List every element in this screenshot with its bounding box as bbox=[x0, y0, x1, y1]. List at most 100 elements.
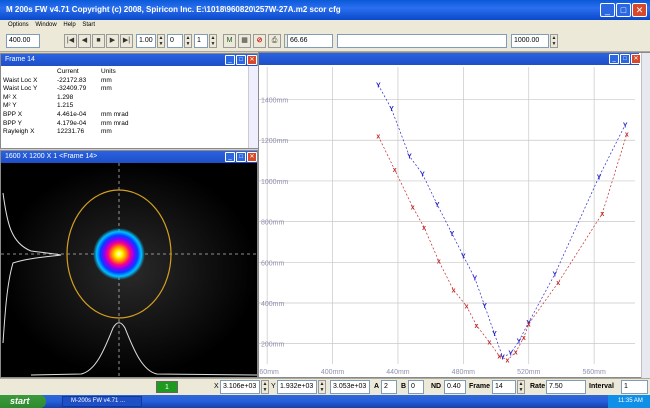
data-point: Y bbox=[482, 303, 487, 310]
stats-value: -32409.79 bbox=[57, 85, 87, 93]
stats-header-cell: Current bbox=[57, 68, 79, 75]
series-line bbox=[377, 133, 628, 361]
stats-maximize-button[interactable]: □ bbox=[236, 55, 246, 65]
offset-field[interactable]: 0 bbox=[167, 34, 183, 48]
stats-label: M² Y bbox=[3, 102, 17, 110]
y-value-field[interactable]: 1.932e+03 bbox=[277, 380, 317, 394]
scan-icon[interactable]: ▦ bbox=[238, 34, 251, 48]
data-point: x bbox=[556, 280, 560, 287]
measure-icon[interactable]: M bbox=[223, 34, 236, 48]
count-field[interactable]: 1 bbox=[194, 34, 208, 48]
beam-spot bbox=[93, 228, 145, 280]
x-value-field[interactable]: 3.106e+03 bbox=[220, 380, 260, 394]
interval-value-field[interactable]: 1 bbox=[621, 380, 648, 394]
last-frame-button[interactable]: ▶| bbox=[120, 34, 133, 48]
data-point: Y bbox=[450, 231, 455, 238]
minimize-button[interactable]: _ bbox=[600, 3, 615, 17]
stats-minimize-button[interactable]: _ bbox=[225, 55, 235, 65]
right-value-field[interactable]: 1000.00 bbox=[511, 34, 549, 48]
data-point: Y bbox=[500, 355, 505, 362]
frame-spinner[interactable]: ▲ ▼ bbox=[517, 380, 525, 394]
data-point: Y bbox=[492, 331, 497, 338]
frame-value-field[interactable]: 14 bbox=[492, 380, 516, 394]
z-value-field[interactable]: 3.053e+03 bbox=[330, 380, 370, 394]
table-row: Waist Loc X -22172.83 mm bbox=[3, 77, 128, 86]
beam-maximize-button[interactable]: □ bbox=[236, 152, 246, 162]
x-tick-label: 560mm bbox=[582, 369, 606, 376]
y-tick-label: 1400mm bbox=[261, 98, 288, 105]
stats-header-row: Current Units bbox=[3, 68, 128, 77]
menu-options[interactable]: Options bbox=[8, 22, 29, 28]
chart-maximize-button[interactable]: □ bbox=[620, 54, 630, 64]
interval-label: Interval bbox=[589, 383, 614, 390]
stats-unit bbox=[101, 102, 128, 111]
data-point: Y bbox=[389, 106, 394, 113]
chart-panel: _ □ ✕ 360mm 400mm 440mm 480mm 520mm 560mm 1400… bbox=[258, 52, 650, 378]
data-point: Y bbox=[517, 339, 522, 346]
data-point: Y bbox=[461, 253, 466, 260]
stats-header-cell: Units bbox=[101, 68, 116, 75]
next-frame-button[interactable]: ▶ bbox=[106, 34, 119, 48]
beam-close-button[interactable]: ✕ bbox=[247, 152, 257, 162]
step-field[interactable]: 1.00 bbox=[136, 34, 156, 48]
stats-table: Current Units Waist Loc X -22172.83 mm Wai… bbox=[3, 68, 128, 137]
right-value-spinner[interactable]: ▲ ▼ bbox=[550, 34, 558, 48]
print-icon[interactable]: ⎙ bbox=[268, 34, 281, 48]
menu-help[interactable]: Help bbox=[63, 22, 76, 28]
y-tick-label: 600mm bbox=[261, 260, 285, 267]
nd-value-field[interactable]: 0.40 bbox=[444, 380, 466, 394]
left-value-field[interactable]: 400.00 bbox=[6, 34, 40, 48]
y-tick-label: 1000mm bbox=[261, 179, 288, 186]
count-spinner[interactable]: ▲ ▼ bbox=[209, 34, 217, 48]
beam-panel: 1600 X 1200 X 1 <Frame 14> _ □ ✕ bbox=[0, 150, 258, 378]
y-value-spinner[interactable]: ▲ ▼ bbox=[318, 380, 326, 394]
stats-label: Waist Loc X bbox=[3, 76, 38, 84]
beam-fit-ellipse bbox=[66, 189, 172, 319]
data-point: Y bbox=[420, 172, 425, 179]
table-row: BPP X 4.461e-04 mm mrad bbox=[3, 111, 128, 120]
stats-close-button[interactable]: ✕ bbox=[247, 55, 257, 65]
table-row: Rayleigh X 12231.76 mm bbox=[3, 128, 128, 137]
close-button[interactable]: ✕ bbox=[632, 3, 647, 17]
data-point: x bbox=[527, 321, 531, 328]
b-value-field[interactable]: 0 bbox=[408, 380, 424, 394]
taskbar: start M-200s FW v4.71 ... 11:35 AM bbox=[0, 395, 650, 408]
prev-frame-button[interactable]: ◀ bbox=[78, 34, 91, 48]
rate-value-field[interactable]: 7.50 bbox=[546, 380, 586, 394]
chart-panel-title bbox=[259, 53, 639, 65]
menu-window[interactable]: Window bbox=[35, 22, 57, 28]
stats-label: Waist Loc Y bbox=[3, 85, 38, 93]
data-point: x bbox=[437, 259, 441, 266]
data-point: Y bbox=[553, 272, 558, 279]
chart-scrollbar[interactable] bbox=[641, 53, 650, 378]
beam-minimize-button[interactable]: _ bbox=[225, 152, 235, 162]
comment-field[interactable] bbox=[337, 34, 507, 48]
value-field[interactable]: 66.66 bbox=[287, 34, 333, 48]
no-entry-icon[interactable]: ⊘ bbox=[253, 34, 266, 48]
y-label: Y bbox=[271, 383, 276, 390]
table-row: M² X 1.298 bbox=[3, 94, 128, 103]
data-point: x bbox=[452, 287, 456, 294]
table-row: Waist Loc Y -32409.79 mm bbox=[3, 85, 128, 94]
stats-label: BPP Y bbox=[3, 119, 22, 127]
menu-start[interactable]: Start bbox=[82, 22, 96, 28]
y-tick-label: 1200mm bbox=[261, 138, 288, 145]
status-indicator: 1 bbox=[156, 381, 178, 393]
maximize-button[interactable]: □ bbox=[616, 3, 631, 17]
x-tick-label: 360mm bbox=[259, 369, 279, 376]
offset-spinner[interactable]: ▲ ▼ bbox=[184, 34, 192, 48]
stats-scrollbar[interactable] bbox=[248, 66, 258, 148]
x-value-spinner[interactable]: ▲ ▼ bbox=[261, 380, 269, 394]
start-button[interactable]: start bbox=[0, 395, 46, 408]
stop-button[interactable]: ■ bbox=[92, 34, 105, 48]
step-spinner[interactable]: ▲ ▼ bbox=[157, 34, 165, 48]
stats-panel: Frame 14 _ □ ✕ Current Units Waist Loc X… bbox=[0, 53, 258, 149]
rate-label: Rate bbox=[530, 383, 546, 390]
chart-close-button[interactable]: ✕ bbox=[631, 54, 641, 64]
data-point: Y bbox=[407, 154, 412, 161]
taskbar-item[interactable]: M-200s FW v4.71 ... bbox=[62, 396, 142, 407]
chart-minimize-button[interactable]: _ bbox=[609, 54, 619, 64]
a-value-field[interactable]: 2 bbox=[381, 380, 397, 394]
first-frame-button[interactable]: |◀ bbox=[64, 34, 77, 48]
data-point: x bbox=[411, 204, 415, 211]
